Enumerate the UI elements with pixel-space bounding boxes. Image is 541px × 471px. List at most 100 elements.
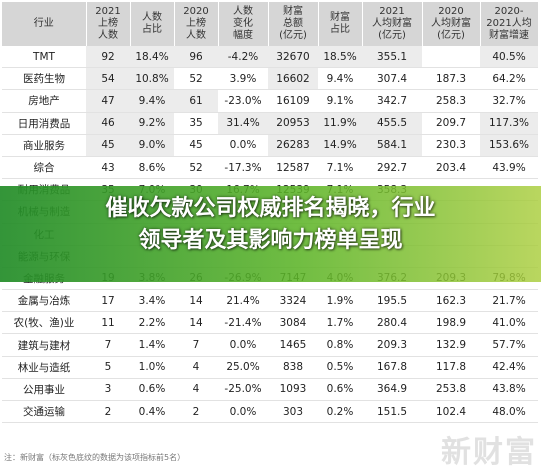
industry-name-cell: 建筑与建材 bbox=[2, 333, 86, 357]
table-cell: 292.7 bbox=[362, 156, 422, 180]
table-cell: 195.5 bbox=[362, 289, 422, 313]
table-row: 医药生物 54 10.8% 52 3.9% 16602 9.4% 307.4 187.3 64.2… bbox=[2, 67, 538, 91]
table-cell: 1.0% bbox=[130, 356, 174, 379]
banner-title: 催收欠款公司权威排名揭晓，行业 领导者及其影响力榜单呈现 bbox=[0, 193, 541, 257]
table-cell: 7.1% bbox=[318, 156, 362, 180]
column-header: 2020- 2021人均 财富增速 bbox=[480, 2, 539, 46]
table-cell: -17.3% bbox=[218, 156, 268, 180]
table-cell: 16109 bbox=[268, 89, 318, 113]
table-row: 交通运输 2 0.4% 2 0.0% 303 0.2% 151.5 102.4 48.0% bbox=[2, 400, 538, 424]
column-header: 人数 占比 bbox=[130, 2, 175, 46]
table-cell: 45 bbox=[86, 134, 130, 157]
table-cell: 1.4% bbox=[130, 333, 174, 357]
table-cell: 253.8 bbox=[422, 378, 480, 402]
table-cell: 0.0% bbox=[218, 333, 268, 357]
table-cell: 0.8% bbox=[318, 333, 362, 357]
table-cell: 35 bbox=[174, 112, 218, 135]
table-cell: 52 bbox=[174, 67, 218, 91]
table-cell: 11 bbox=[86, 311, 130, 335]
table-cell: 46 bbox=[86, 112, 130, 135]
table-row: 房地产 47 9.4% 61 -23.0% 16109 9.1% 342.7 258.3 32.7… bbox=[2, 89, 538, 113]
table-cell: -23.0% bbox=[218, 89, 268, 113]
table-cell: 0.0% bbox=[218, 400, 268, 424]
table-cell: 9.2% bbox=[130, 112, 174, 135]
table-cell: 280.4 bbox=[362, 311, 422, 335]
table-cell: 0.4% bbox=[130, 400, 174, 424]
table-cell: 20953 bbox=[268, 112, 318, 135]
column-header: 2020 人均财富 (亿元) bbox=[422, 2, 481, 46]
table-row: 日用消费品 46 9.2% 35 31.4% 20953 11.9% 455.5 209.7 11… bbox=[2, 112, 538, 135]
table-cell: 117.8 bbox=[422, 356, 480, 379]
table-cell: 40.5% bbox=[480, 46, 538, 69]
table-cell: 54 bbox=[86, 67, 130, 91]
table-cell: 18.4% bbox=[130, 46, 174, 69]
industry-name-cell: 综合 bbox=[2, 156, 86, 180]
table-cell: 102.4 bbox=[422, 400, 480, 424]
table-cell: 14.9% bbox=[318, 134, 362, 157]
table-cell: 355.1 bbox=[362, 46, 422, 69]
table-cell: 7 bbox=[86, 333, 130, 357]
table-cell: 2 bbox=[174, 400, 218, 424]
table-cell: 3 bbox=[86, 378, 130, 402]
table-cell: 0.2% bbox=[318, 400, 362, 424]
table-cell: 132.9 bbox=[422, 333, 480, 357]
table-cell: 92 bbox=[86, 46, 130, 69]
column-header: 财富 总额 (亿元) bbox=[268, 2, 319, 46]
table-cell: 32.7% bbox=[480, 89, 538, 113]
table-cell: 303 bbox=[268, 400, 318, 424]
table-cell: 167.8 bbox=[362, 356, 422, 379]
table-cell: 187.3 bbox=[422, 67, 480, 91]
industry-name-cell: 日用消费品 bbox=[2, 112, 86, 135]
table-cell: 3.9% bbox=[218, 67, 268, 91]
table-cell: 198.9 bbox=[422, 311, 480, 335]
table-cell: 3324 bbox=[268, 289, 318, 313]
table-cell: 203.4 bbox=[422, 156, 480, 180]
table-cell: 21.4% bbox=[218, 289, 268, 313]
industry-name-cell: 房地产 bbox=[2, 89, 86, 113]
column-header: 财富 占比 bbox=[318, 2, 363, 46]
table-cell: 9.4% bbox=[318, 67, 362, 91]
table-cell: 47 bbox=[86, 89, 130, 113]
table-cell: 96 bbox=[174, 46, 218, 69]
table-cell: 8.6% bbox=[130, 156, 174, 180]
banner-line-2: 领导者及其影响力榜单呈现 bbox=[138, 228, 403, 253]
table-cell: 61 bbox=[174, 89, 218, 113]
table-cell: 364.9 bbox=[362, 378, 422, 402]
table-cell: 42.4% bbox=[480, 356, 538, 379]
table-cell: 0.0% bbox=[218, 134, 268, 157]
table-row: 综合 43 8.6% 52 -17.3% 12587 7.1% 292.7 203.4 43.9% bbox=[2, 156, 538, 180]
table-cell: 7 bbox=[174, 333, 218, 357]
table-cell: 1.9% bbox=[318, 289, 362, 313]
table-cell: -25.0% bbox=[218, 378, 268, 402]
table-row: 建筑与建材 7 1.4% 7 0.0% 1465 0.8% 209.3 132.9 57.7% bbox=[2, 333, 538, 357]
table-row: 林业与造纸 5 1.0% 4 25.0% 838 0.5% 167.8 117.8 42.4% bbox=[2, 356, 538, 379]
table-cell: 4 bbox=[174, 378, 218, 402]
table-cell: 3084 bbox=[268, 311, 318, 335]
table-cell: 0.6% bbox=[130, 378, 174, 402]
table-cell: 5 bbox=[86, 356, 130, 379]
column-header: 2021 人均财富 (亿元) bbox=[362, 2, 423, 46]
table-cell: 11.9% bbox=[318, 112, 362, 135]
table-cell: 21.7% bbox=[480, 289, 538, 313]
column-header: 行业 bbox=[2, 2, 87, 46]
table-cell bbox=[422, 46, 480, 69]
table-row: 金属与冶炼 17 3.4% 14 21.4% 3324 1.9% 195.5 162.3 21.7… bbox=[2, 289, 538, 313]
table-cell: 57.7% bbox=[480, 333, 538, 357]
table-cell: 64.2% bbox=[480, 67, 538, 91]
table-cell: 43.9% bbox=[480, 156, 538, 180]
table-cell: 12587 bbox=[268, 156, 318, 180]
table-cell: 26283 bbox=[268, 134, 318, 157]
table-cell: 584.1 bbox=[362, 134, 422, 157]
table-cell: 342.7 bbox=[362, 89, 422, 113]
table-cell: 838 bbox=[268, 356, 318, 379]
banner-line-1: 催收欠款公司权威排名揭晓，行业 bbox=[105, 196, 436, 221]
table-cell: 258.3 bbox=[422, 89, 480, 113]
banner-ribbon bbox=[0, 186, 541, 282]
table-cell: 4 bbox=[174, 356, 218, 379]
table-cell: 153.6% bbox=[480, 134, 538, 157]
table-cell: -21.4% bbox=[218, 311, 268, 335]
industry-name-cell: 交通运输 bbox=[2, 400, 86, 424]
table-cell: 1465 bbox=[268, 333, 318, 357]
column-header: 2021 上榜 人数 bbox=[86, 2, 131, 46]
table-cell: 52 bbox=[174, 156, 218, 180]
